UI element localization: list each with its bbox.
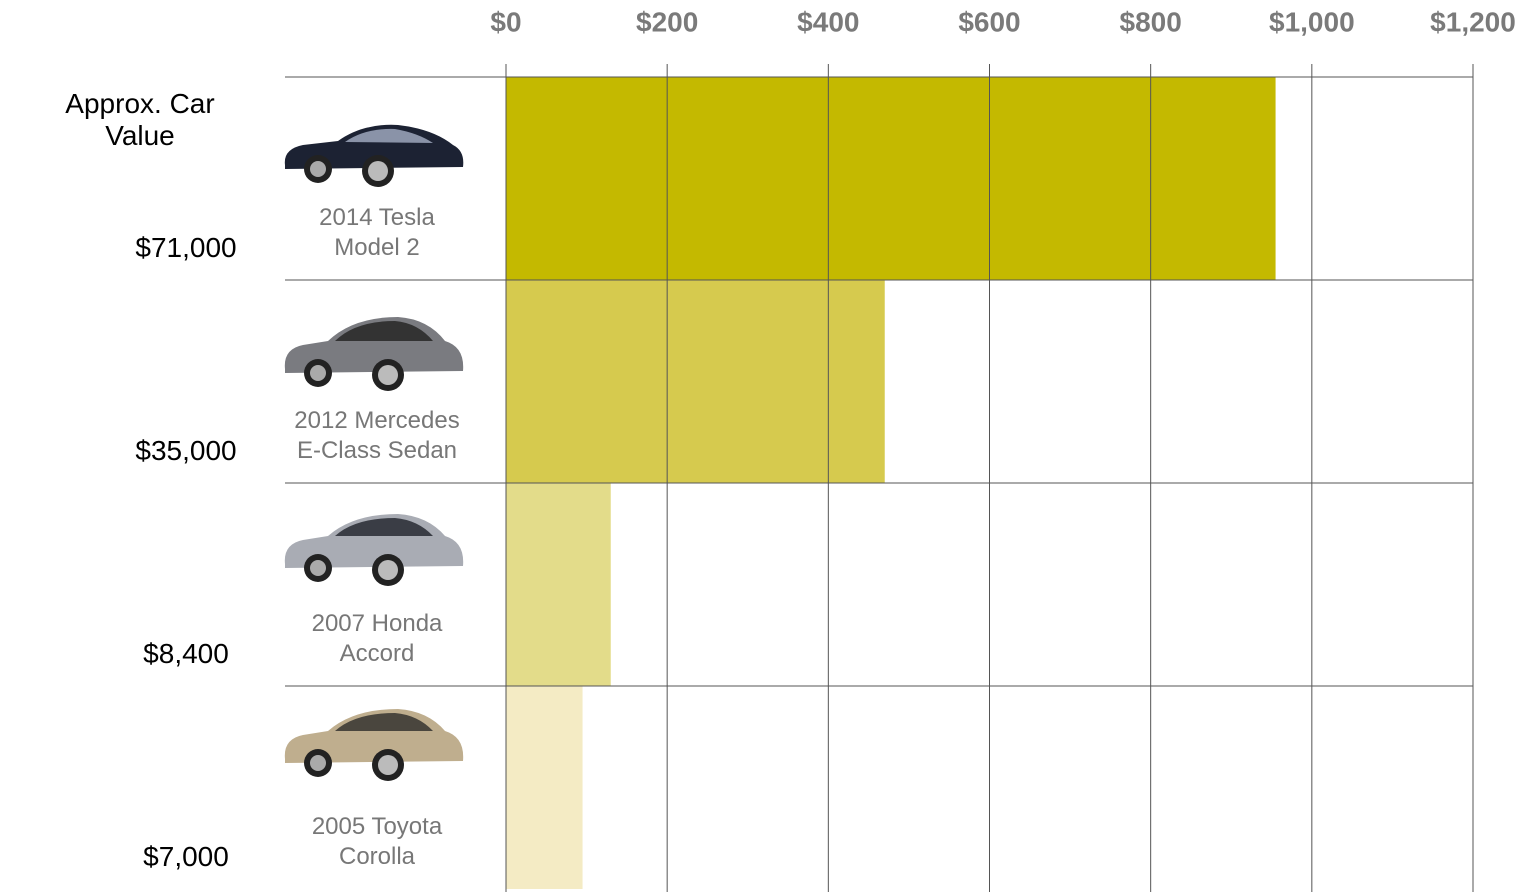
category-label: 2012 Mercedes E-Class Sedan (267, 406, 487, 466)
bar (506, 77, 1276, 280)
car-icon (285, 125, 463, 187)
car-value: $35,000 (86, 435, 286, 467)
page: $0 $200 $400 $600 $800 $1,000 $1,200 Approx. C… (0, 0, 1526, 892)
category-label: 2014 Tesla Model 2 (267, 203, 487, 263)
bar (506, 686, 583, 889)
car-value-title: Approx. Car Value (40, 88, 240, 152)
car-value: $7,000 (86, 841, 286, 873)
car-icon (285, 317, 463, 391)
x-tick-label: $200 (636, 6, 698, 37)
category-label: 2005 Toyota Corolla (267, 812, 487, 872)
x-tick-label: $600 (958, 6, 1020, 37)
car-value: $71,000 (86, 232, 286, 264)
bar (506, 483, 611, 686)
car-icon (285, 514, 463, 586)
category-label: 2007 Honda Accord (267, 609, 487, 669)
x-tick-label: $400 (797, 6, 859, 37)
x-tick-label: $0 (490, 6, 521, 37)
x-tick-label: $800 (1120, 6, 1182, 37)
x-tick-label: $1,000 (1269, 6, 1355, 37)
car-value: $8,400 (86, 638, 286, 670)
car-icon (285, 709, 463, 781)
x-tick-label: $1,200 (1430, 6, 1516, 37)
